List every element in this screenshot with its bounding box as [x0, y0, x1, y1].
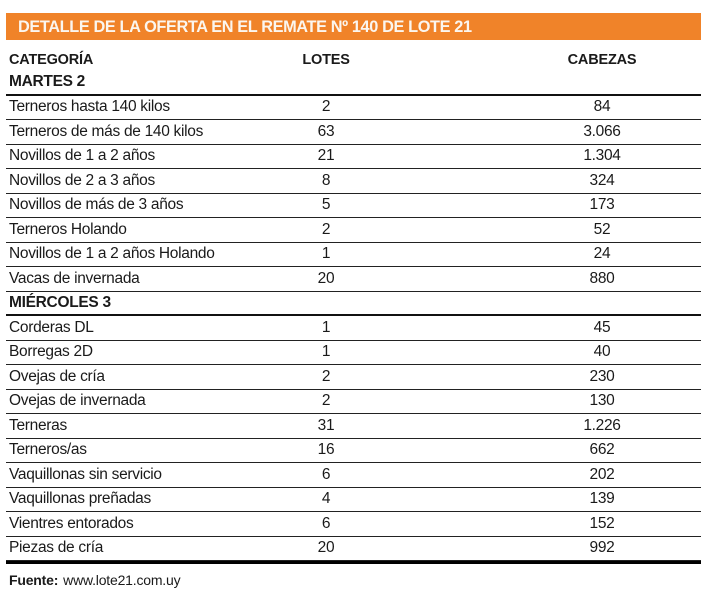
cabezas-cell: 24	[593, 245, 611, 263]
lotes-cell: 2	[321, 392, 331, 410]
category-cell: Novillos de 1 a 2 años Holando	[9, 245, 215, 263]
cabezas-cell: 84	[593, 98, 611, 116]
page-title: DETALLE DE LA OFERTA EN EL REMATE Nº 140…	[18, 16, 472, 36]
category-cell: Novillos de 2 a 3 años	[9, 171, 155, 189]
cabezas-cell: 324	[589, 171, 615, 189]
lotes-cell: 1	[321, 245, 331, 263]
table-row: Vientres entorados 6 152	[6, 512, 701, 537]
category-cell: Novillos de 1 a 2 años	[9, 147, 155, 165]
lotes-cell: 16	[317, 441, 335, 459]
cabezas-cell: 230	[589, 367, 615, 385]
lotes-cell: 5	[321, 196, 331, 214]
col-header-categoria: CATEGORÍA	[9, 52, 94, 68]
lotes-cell: 1	[321, 318, 331, 336]
category-cell: Corderas DL	[9, 318, 94, 336]
cabezas-cell: 45	[593, 318, 611, 336]
section-label: MARTES 2	[9, 73, 85, 91]
category-cell: Ovejas de invernada	[9, 392, 146, 410]
lotes-cell: 4	[321, 490, 331, 508]
category-cell: Terneros de más de 140 kilos	[9, 122, 204, 140]
lotes-cell: 20	[317, 269, 335, 287]
section-header-row: MARTES 2	[6, 71, 701, 96]
lotes-cell: 2	[321, 367, 331, 385]
cabezas-cell: 139	[589, 490, 615, 508]
lotes-cell: 2	[321, 98, 331, 116]
cabezas-cell: 202	[589, 465, 615, 483]
category-cell: Terneros hasta 140 kilos	[9, 98, 170, 116]
cabezas-cell: 173	[589, 196, 615, 214]
lotes-cell: 31	[317, 416, 335, 434]
lotes-cell: 8	[321, 171, 331, 189]
table-row: Terneras 31 1.226	[6, 414, 701, 439]
table-row: Terneros/as 16 662	[6, 439, 701, 463]
title-bar: DETALLE DE LA OFERTA EN EL REMATE Nº 140…	[6, 13, 701, 40]
category-cell: Vientres entorados	[9, 514, 134, 532]
source-url: www.lote21.com.uy	[63, 572, 181, 588]
cabezas-cell: 880	[589, 269, 615, 287]
table-row: Vacas de invernada 20 880	[6, 267, 701, 292]
lotes-cell: 6	[321, 465, 331, 483]
table-body: MARTES 2 Terneros hasta 140 kilos 2 84 Terne…	[6, 71, 701, 564]
table-row: Vaquillonas sin servicio 6 202	[6, 463, 701, 488]
table-row: Novillos de más de 3 años 5 173	[6, 194, 701, 218]
category-cell: Novillos de más de 3 años	[9, 196, 184, 214]
cabezas-cell: 152	[589, 514, 615, 532]
category-cell: Vaquillonas sin servicio	[9, 465, 162, 483]
lotes-cell: 6	[321, 514, 331, 532]
table-row: Novillos de 2 a 3 años 8 324	[6, 169, 701, 194]
table-row: Piezas de cría 20 992	[6, 537, 701, 561]
cabezas-cell: 40	[593, 343, 611, 361]
table-row: Terneros de más de 140 kilos 63 3.066	[6, 120, 701, 145]
table-row: Terneros Holando 2 52	[6, 218, 701, 243]
table-row: Vaquillonas preñadas 4 139	[6, 488, 701, 512]
col-header-cabezas: CABEZAS	[567, 52, 637, 68]
table-row: Terneros hasta 140 kilos 2 84	[6, 96, 701, 120]
category-cell: Piezas de cría	[9, 539, 104, 557]
table-row: Novillos de 1 a 2 años 21 1.304	[6, 145, 701, 169]
category-cell: Terneros/as	[9, 441, 87, 459]
section-label: MIÉRCOLES 3	[9, 293, 111, 311]
source-label: Fuente:	[9, 572, 59, 588]
cabezas-cell: 130	[589, 392, 615, 410]
cabezas-cell: 1.226	[583, 416, 621, 434]
lotes-cell: 20	[317, 539, 335, 557]
section-header-row: MIÉRCOLES 3	[6, 292, 701, 316]
col-header-lotes: LOTES	[302, 52, 350, 68]
cabezas-cell: 662	[589, 441, 615, 459]
table-row: Borregas 2D 1 40	[6, 341, 701, 365]
table-row: Novillos de 1 a 2 años Holando 1 24	[6, 243, 701, 267]
category-cell: Vacas de invernada	[9, 269, 140, 287]
lotes-cell: 1	[321, 343, 331, 361]
table-row: Corderas DL 1 45	[6, 316, 701, 341]
category-cell: Vaquillonas preñadas	[9, 490, 151, 508]
table-row: Ovejas de cría 2 230	[6, 365, 701, 390]
cabezas-cell: 992	[589, 539, 615, 557]
source-note: Fuente: www.lote21.com.uy	[6, 564, 701, 588]
cabezas-cell: 52	[593, 220, 611, 238]
cabezas-cell: 3.066	[583, 122, 621, 140]
table-row: Ovejas de invernada 2 130	[6, 390, 701, 414]
lotes-cell: 63	[317, 122, 335, 140]
lotes-cell: 2	[321, 220, 331, 238]
column-headers: CATEGORÍA LOTES CABEZAS	[6, 49, 701, 71]
category-cell: Ovejas de cría	[9, 367, 105, 385]
cabezas-cell: 1.304	[583, 147, 621, 165]
lotes-cell: 21	[317, 147, 335, 165]
category-cell: Borregas 2D	[9, 343, 93, 361]
category-cell: Terneros Holando	[9, 220, 127, 238]
category-cell: Terneras	[9, 416, 67, 434]
